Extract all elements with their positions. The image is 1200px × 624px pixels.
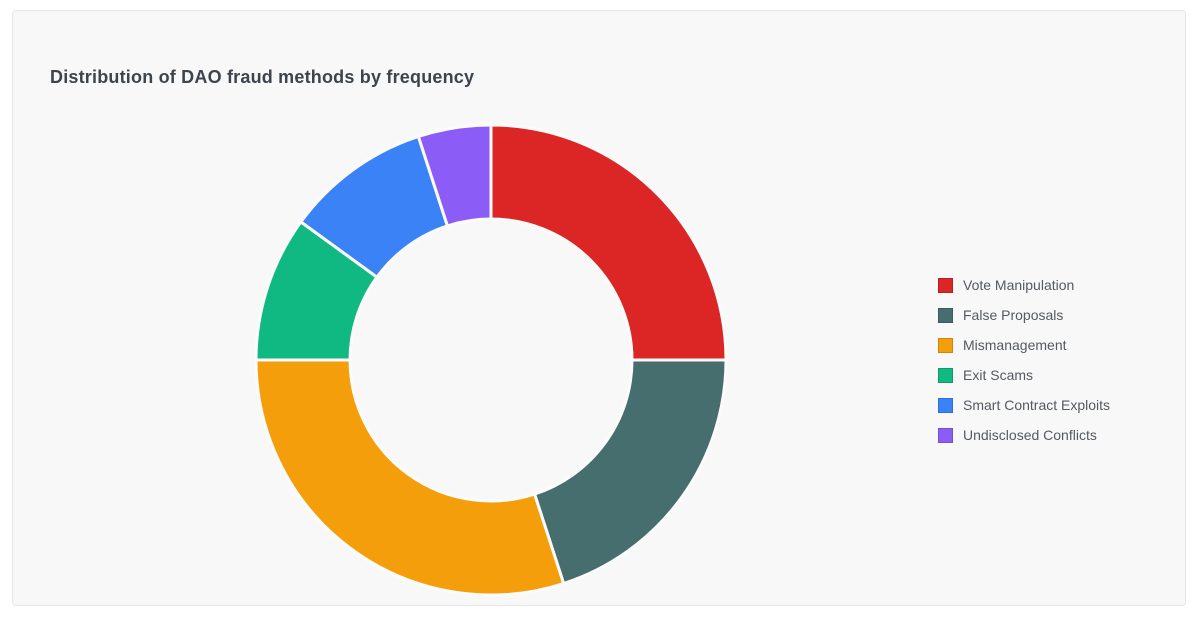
legend-swatch-exit-scams xyxy=(938,368,953,383)
legend-label: Smart Contract Exploits xyxy=(963,397,1111,413)
legend-label: Vote Manipulation xyxy=(963,277,1075,293)
donut-slice-false-proposals[interactable] xyxy=(532,358,728,586)
legend-swatch-false-proposals xyxy=(938,308,953,323)
legend-item-exit-scams[interactable]: Exit Scams xyxy=(938,368,1110,383)
legend-label: Exit Scams xyxy=(963,367,1034,383)
legend-item-undisclosed-conflicts[interactable]: Undisclosed Conflicts xyxy=(938,428,1110,443)
donut-slice-vote-manipulation[interactable] xyxy=(489,123,728,362)
donut-chart xyxy=(254,123,728,597)
legend-swatch-undisclosed-conflicts xyxy=(938,428,953,443)
legend-item-mismanagement[interactable]: Mismanagement xyxy=(938,338,1110,353)
donut-slice-mismanagement[interactable] xyxy=(254,358,566,597)
legend-item-vote-manipulation[interactable]: Vote Manipulation xyxy=(938,278,1110,293)
chart-title: Distribution of DAO fraud methods by fre… xyxy=(50,67,475,87)
legend-label: Undisclosed Conflicts xyxy=(963,427,1097,443)
legend-label: Mismanagement xyxy=(963,337,1067,353)
legend-item-smart-contract-exploits[interactable]: Smart Contract Exploits xyxy=(938,398,1110,413)
legend-swatch-mismanagement xyxy=(938,338,953,353)
legend-label: False Proposals xyxy=(963,307,1064,323)
legend-swatch-vote-manipulation xyxy=(938,278,953,293)
legend-item-false-proposals[interactable]: False Proposals xyxy=(938,308,1110,323)
legend-swatch-smart-contract-exploits xyxy=(938,398,953,413)
chart-legend: Vote Manipulation False Proposals Mismanag… xyxy=(938,278,1110,443)
chart-card: Distribution of DAO fraud methods by fre… xyxy=(12,10,1186,606)
donut-slice-undisclosed-conflicts[interactable] xyxy=(416,123,493,228)
